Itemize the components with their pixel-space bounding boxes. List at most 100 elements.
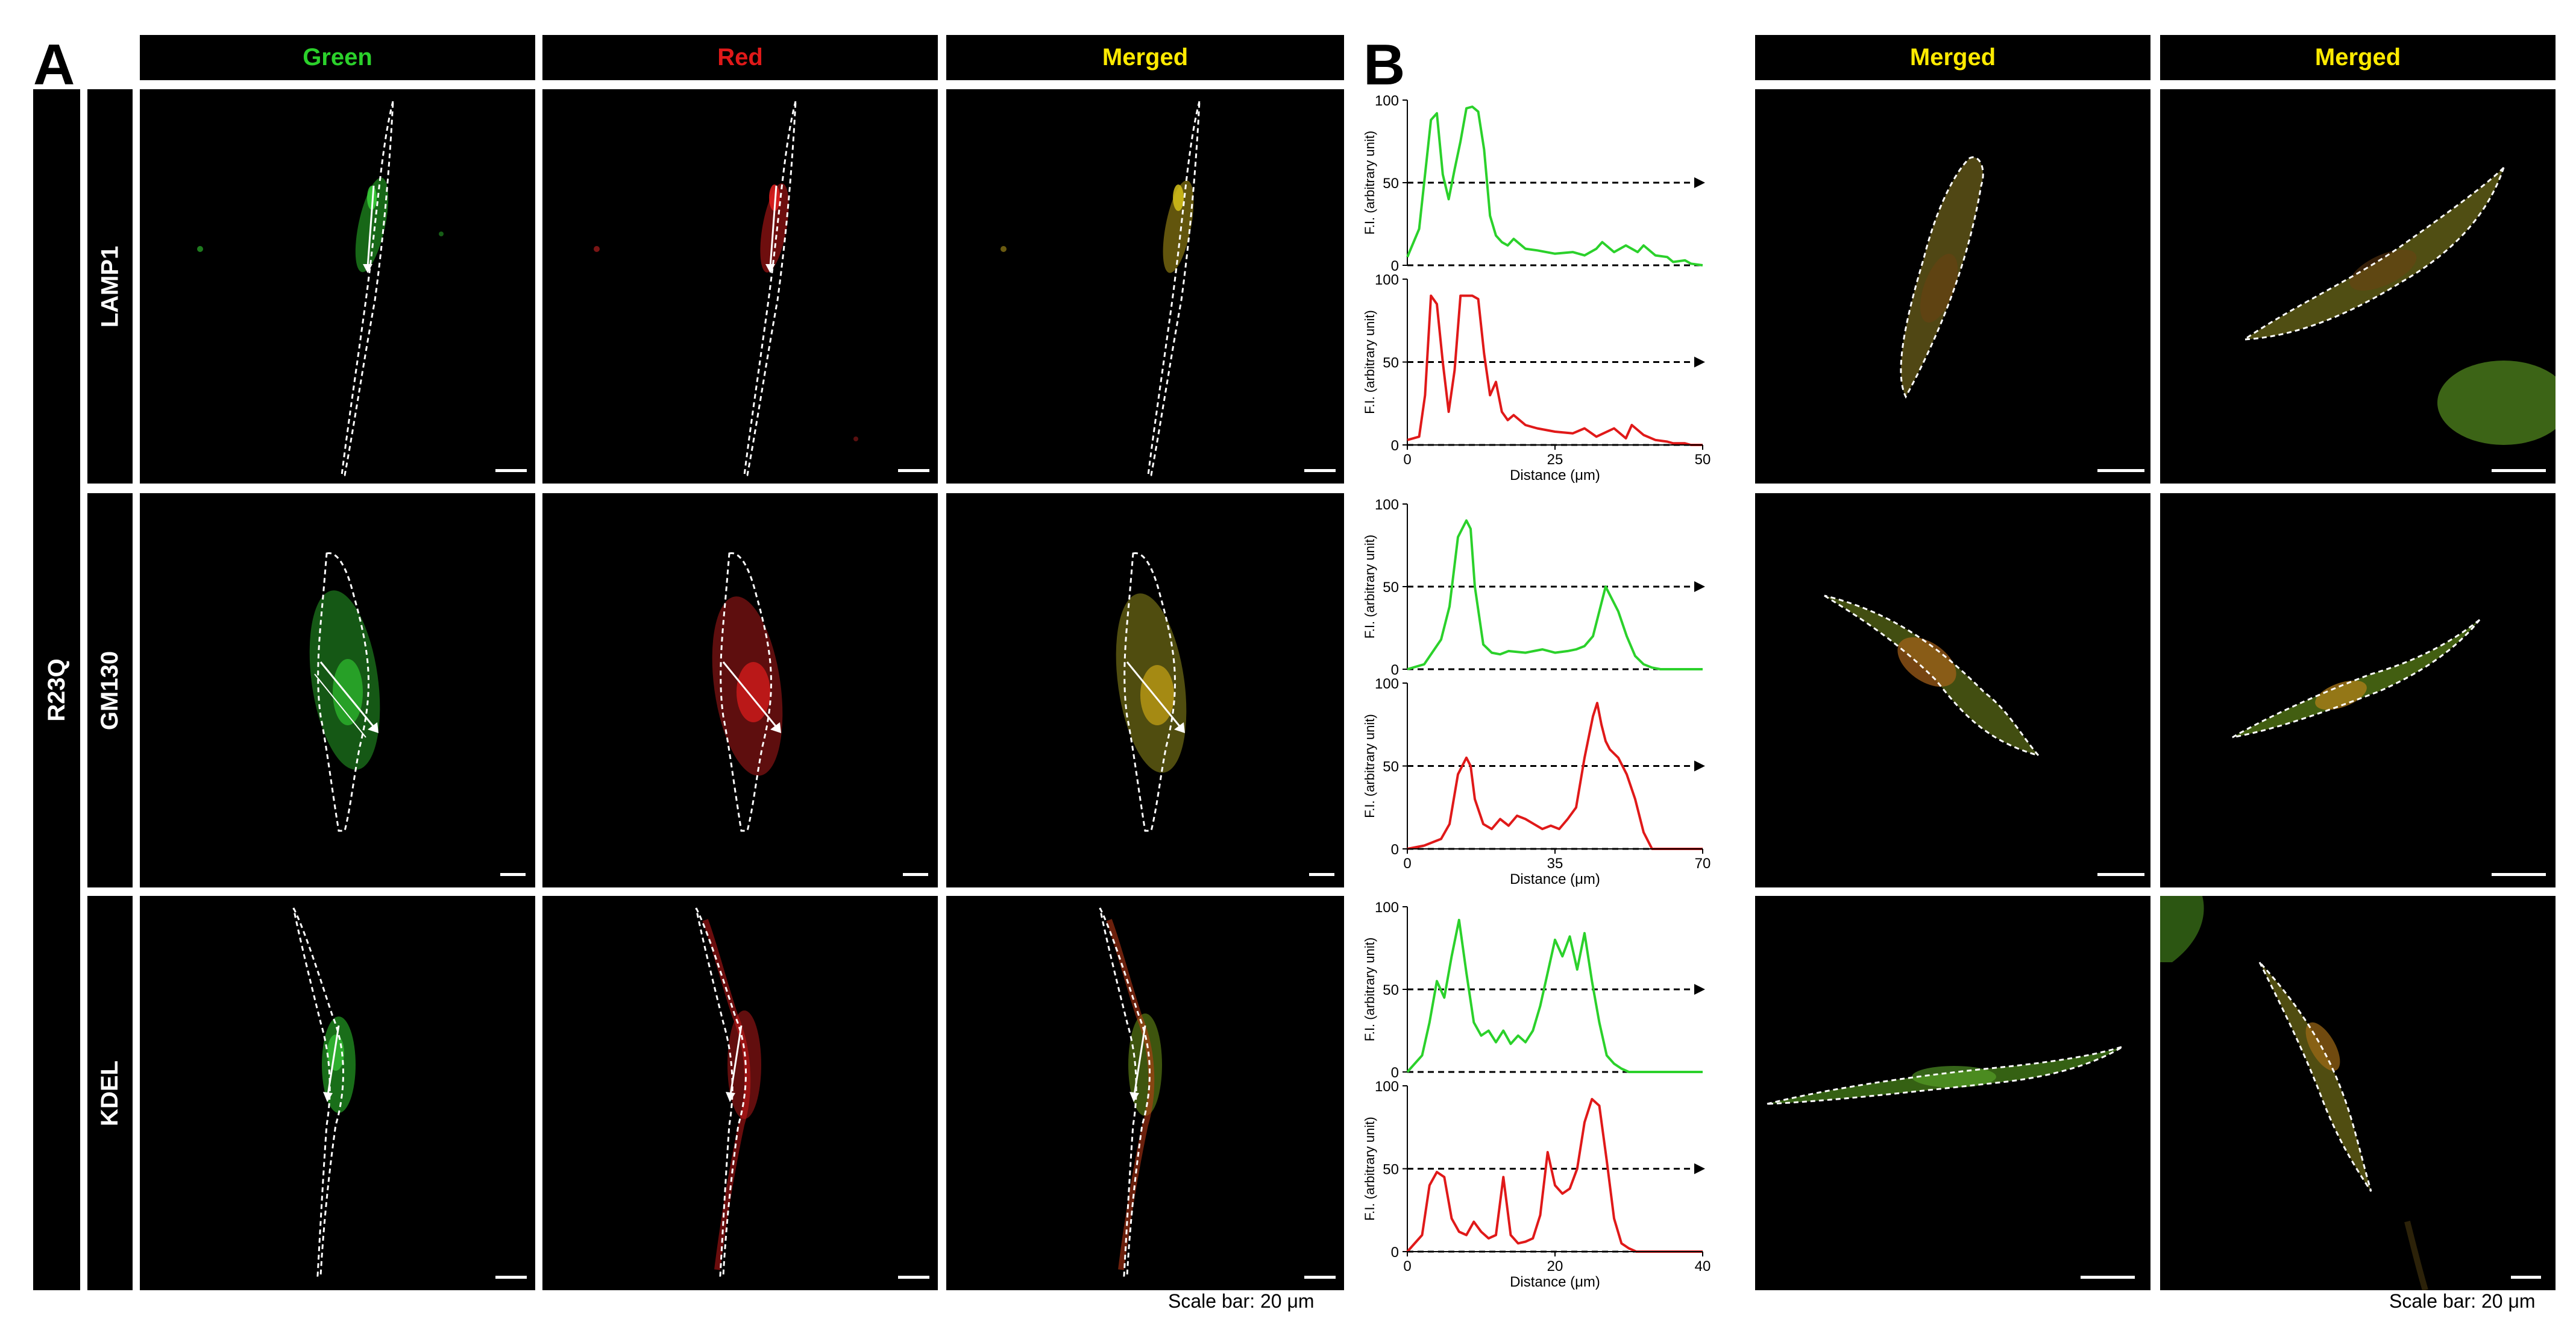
arrow-head: [1694, 1163, 1705, 1174]
line-scan-plot-lamp1: 0 50 100 F.I. (arbitrary unit) 0 50 100 F.I. (a…: [1350, 89, 1748, 484]
micrograph-lamp1-merged: [946, 89, 1344, 484]
y-tick-label: 0: [1391, 842, 1399, 858]
micrograph-b-row1-a: [1755, 89, 2150, 484]
scale-caption-a: Scale bar: 20 μm: [1168, 1290, 1315, 1312]
row-label-gm130: GM130: [87, 493, 133, 887]
micrograph-kdel-merged: [946, 896, 1344, 1290]
x-tick-label: 0: [1403, 1258, 1411, 1275]
y-axis-label: F.I. (arbitrary unit): [1362, 535, 1377, 638]
micrograph-kdel-green: [140, 896, 535, 1290]
group-label-text: R23Q: [43, 658, 70, 722]
scale-bar: [2492, 873, 2546, 876]
scale-bar: [495, 1276, 527, 1279]
series-line-red: [1407, 702, 1703, 850]
micrograph-gm130-red: [542, 493, 938, 887]
y-tick-label: 0: [1391, 1244, 1399, 1261]
column-header-red: Red: [542, 35, 938, 80]
scale-bar: [898, 469, 929, 472]
y-tick-label: 50: [1383, 355, 1399, 371]
line-scan-svg: 0 50 100 F.I. (arbitrary unit) 0 50 100 F.I. (a…: [1362, 93, 1711, 484]
y-tick-label: 50: [1383, 175, 1399, 192]
y-axis-label: F.I. (arbitrary unit): [1362, 310, 1377, 414]
y-tick-label: 100: [1375, 1079, 1399, 1095]
scale-bar: [2492, 469, 2546, 472]
micrograph-b-row1-b: [2160, 89, 2556, 484]
y-axis-label: F.I. (arbitrary unit): [1362, 938, 1377, 1041]
line-scan-svg: 0 50 100 F.I. (arbitrary unit) 0 50 100 F.I. (a…: [1362, 497, 1711, 887]
x-tick-label: 35: [1547, 856, 1563, 872]
x-tick-label: 40: [1695, 1258, 1711, 1275]
scale-bar: [2511, 1276, 2541, 1279]
scale-bar: [2081, 1276, 2135, 1279]
micrograph-kdel-red: [542, 896, 938, 1290]
line-scan-svg: 0 50 100 F.I. (arbitrary unit) 0 50 100 F.I. (a…: [1362, 900, 1711, 1290]
arrow-head: [1694, 581, 1705, 592]
y-tick-label: 0: [1391, 662, 1399, 678]
micrograph-b-row3-b: [2160, 896, 2556, 1290]
series-line-green: [1406, 918, 1703, 1073]
x-tick-label: 0: [1403, 452, 1411, 468]
micrograph-b-row2-a: [1755, 493, 2150, 887]
column-header-green: Green: [140, 35, 535, 80]
y-tick-label: 50: [1383, 579, 1399, 596]
arrow-head: [1694, 356, 1705, 368]
arrow-head: [1694, 760, 1705, 772]
y-tick-label: 0: [1391, 438, 1399, 454]
y-tick-label: 50: [1383, 759, 1399, 775]
row-label-text: GM130: [96, 651, 124, 730]
y-tick-label: 100: [1375, 676, 1399, 692]
y-tick-label: 100: [1375, 93, 1399, 109]
x-tick-label: 25: [1547, 452, 1563, 468]
row-label-lamp1: LAMP1: [87, 89, 133, 484]
column-header-merged-b2: Merged: [2160, 35, 2556, 80]
scale-bar: [2097, 469, 2144, 472]
series-line-red: [1407, 294, 1703, 446]
column-header-merged: Merged: [946, 35, 1344, 80]
scale-bar: [500, 873, 526, 876]
x-tick-label: 0: [1403, 856, 1411, 872]
line-scan-plot-gm130: 0 50 100 F.I. (arbitrary unit) 0 50 100 F.I. (a…: [1350, 493, 1748, 887]
group-label: R23Q: [33, 89, 80, 1290]
y-tick-label: 100: [1375, 497, 1399, 513]
y-tick-label: 0: [1391, 1065, 1399, 1081]
micrograph-lamp1-green: [140, 89, 535, 484]
x-axis-label: Distance (μm): [1510, 871, 1600, 887]
row-label-text: LAMP1: [96, 245, 124, 327]
row-label-text: KDEL: [96, 1060, 124, 1126]
y-axis-label: F.I. (arbitrary unit): [1362, 1117, 1377, 1220]
x-tick-label: 70: [1695, 856, 1711, 872]
x-axis-label: Distance (μm): [1510, 467, 1600, 484]
scale-bar: [903, 873, 928, 876]
y-tick-label: 0: [1391, 258, 1399, 274]
y-tick-label: 100: [1375, 900, 1399, 916]
series-line-green: [1407, 519, 1703, 670]
panel-label-b: B: [1363, 33, 1406, 97]
x-tick-label: 50: [1695, 452, 1711, 468]
y-tick-label: 50: [1383, 1162, 1399, 1178]
series-line-green: [1406, 106, 1703, 266]
line-scan-plot-kdel: 0 50 100 F.I. (arbitrary unit) 0 50 100 F.I. (a…: [1350, 896, 1748, 1290]
y-axis-label: F.I. (arbitrary unit): [1362, 131, 1377, 235]
y-axis-label: F.I. (arbitrary unit): [1362, 714, 1377, 818]
micrograph-gm130-green: [140, 493, 535, 887]
scale-bar: [1304, 1276, 1336, 1279]
micrograph-b-row2-b: [2160, 493, 2556, 887]
scale-bar: [495, 469, 527, 472]
scale-caption-b: Scale bar: 20 μm: [2389, 1290, 2536, 1312]
x-tick-label: 20: [1547, 1258, 1563, 1275]
scale-bar: [2097, 873, 2144, 876]
x-axis-label: Distance (μm): [1510, 1274, 1600, 1290]
arrow-head: [1694, 177, 1705, 188]
micrograph-lamp1-red: [542, 89, 938, 484]
y-tick-label: 50: [1383, 982, 1399, 998]
column-header-merged-b1: Merged: [1755, 35, 2150, 80]
micrograph-gm130-merged: [946, 493, 1344, 887]
micrograph-b-row3-a: [1755, 896, 2150, 1290]
panel-label-a: A: [33, 33, 75, 97]
scale-bar: [1304, 469, 1336, 472]
y-tick-label: 100: [1375, 272, 1399, 288]
scale-bar: [898, 1276, 929, 1279]
series-line-red: [1406, 1098, 1703, 1253]
row-label-kdel: KDEL: [87, 896, 133, 1290]
scale-bar: [1309, 873, 1334, 876]
